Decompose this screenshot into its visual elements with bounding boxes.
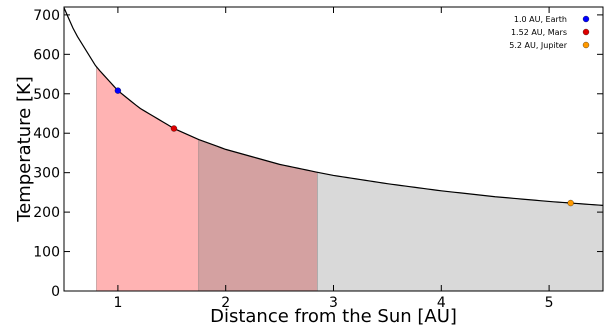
point-1 [114, 87, 122, 94]
y-tick-label: 300 [33, 166, 60, 182]
legend-label: 1.0 AU, Earth [514, 15, 567, 24]
legend-marker [582, 41, 590, 49]
shaded-regions [96, 66, 603, 291]
x-tick-label: 1 [113, 295, 122, 311]
y-axis-ticks: 0 100 200 300 400 500 600 700 [33, 8, 603, 300]
x-tick-label: 4 [437, 295, 446, 311]
x-axis-label: Distance from the Sun [AU] [210, 306, 457, 327]
point-3 [567, 199, 574, 207]
temperature-curve [64, 7, 603, 207]
region-3 [317, 171, 603, 291]
y-tick-label: 0 [51, 284, 60, 300]
y-tick-label: 700 [33, 8, 60, 24]
point-2 [170, 125, 178, 132]
y-tick-label: 200 [33, 205, 60, 221]
x-tick-label: 3 [329, 295, 338, 311]
legend-marker [582, 28, 590, 36]
y-tick-label: 400 [33, 126, 60, 142]
x-tick-label: 5 [545, 295, 554, 311]
y-tick-label: 500 [33, 87, 60, 103]
y-axis-label: Temperature [K] [14, 76, 35, 223]
region-1 [96, 66, 200, 291]
legend: 1.0 AU, Earth 1.52 AU, Mars 5.2 AU, Jupite… [509, 15, 590, 50]
y-tick-label: 100 [33, 245, 60, 261]
x-tick-label: 2 [221, 295, 230, 311]
legend-label: 1.52 AU, Mars [511, 28, 567, 37]
region-2 [198, 139, 318, 291]
planet-points [114, 87, 574, 207]
legend-marker [582, 15, 590, 23]
legend-label: 5.2 AU, Jupiter [509, 41, 567, 50]
x-axis-ticks: 1 2 3 4 5 [113, 7, 554, 311]
y-tick-label: 600 [33, 47, 60, 63]
